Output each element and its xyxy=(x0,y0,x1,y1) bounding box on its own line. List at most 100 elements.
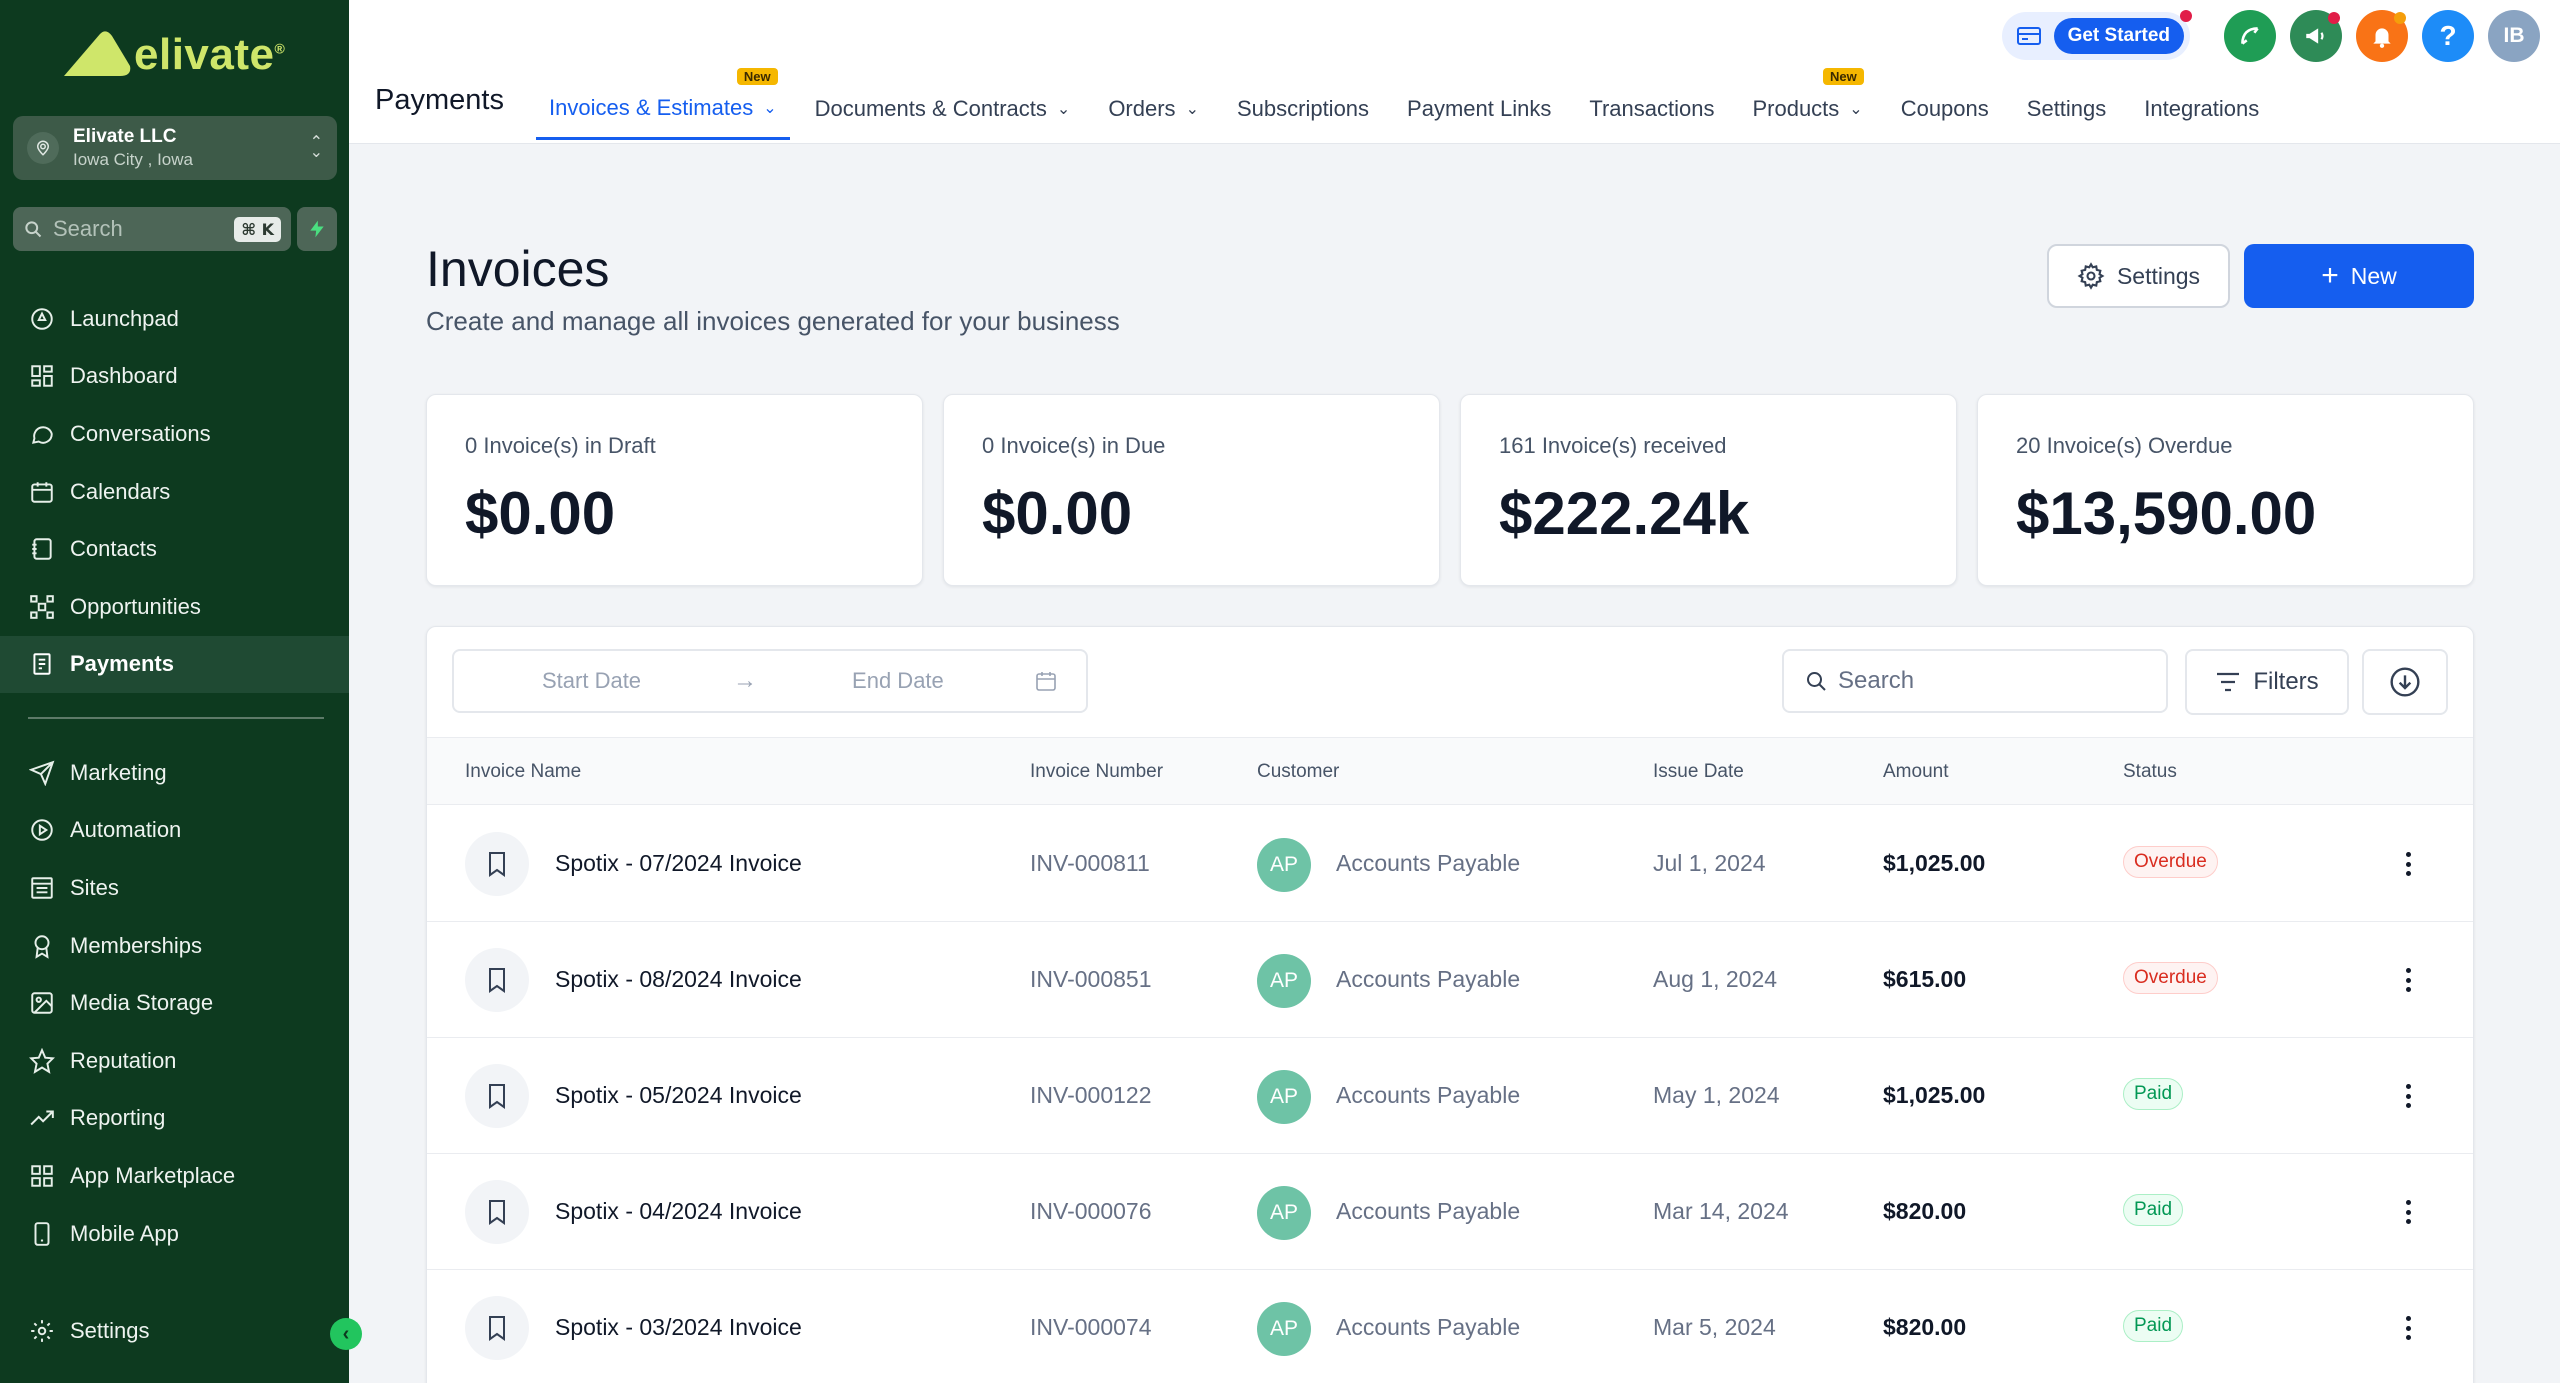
invoice-name[interactable]: Spotix - 04/2024 Invoice xyxy=(555,1198,802,1224)
phone-icon xyxy=(28,1220,56,1248)
quick-action-button[interactable] xyxy=(297,207,337,251)
col-invoice-number[interactable]: Invoice Number xyxy=(1030,761,1164,782)
row-menu-icon[interactable] xyxy=(2398,1194,2418,1230)
document-icon xyxy=(465,1180,529,1244)
user-avatar[interactable]: IB xyxy=(2488,10,2540,62)
search-icon xyxy=(25,221,42,238)
col-amount[interactable]: Amount xyxy=(1883,761,1949,782)
customer-avatar: AP xyxy=(1257,1070,1311,1124)
table-row[interactable]: Spotix - 03/2024 Invoice INV-000074 AP Acco… xyxy=(427,1270,2473,1383)
invoice-name[interactable]: Spotix - 05/2024 Invoice xyxy=(555,1082,802,1108)
chevron-updown-icon: ⌃ ⌄ xyxy=(309,134,323,161)
sidebar-item-automation[interactable]: Automation xyxy=(0,802,349,860)
customer-avatar: AP xyxy=(1257,1302,1311,1356)
megaphone-icon xyxy=(2306,28,2324,44)
invoice-name[interactable]: Spotix - 08/2024 Invoice xyxy=(555,966,802,992)
row-menu-icon[interactable] xyxy=(2398,846,2418,882)
invoice-settings-button[interactable]: Settings xyxy=(2047,244,2230,308)
issue-date: Mar 14, 2024 xyxy=(1653,1198,1789,1224)
invoice-number: INV-000811 xyxy=(1030,850,1150,876)
sidebar-item-mobile-app[interactable]: Mobile App xyxy=(0,1205,349,1263)
start-date-input[interactable]: Start Date xyxy=(542,668,642,693)
filters-button[interactable]: Filters xyxy=(2185,649,2349,715)
status-badge: Overdue xyxy=(2123,846,2218,878)
payments-tabs: Invoices & Estimates ⌄ New Documents & Co… xyxy=(536,68,2284,144)
announcements-button[interactable] xyxy=(2290,10,2342,62)
table-row[interactable]: Spotix - 08/2024 Invoice INV-000851 AP Acco… xyxy=(427,922,2473,1038)
table-search-input[interactable]: Search xyxy=(1782,649,2168,713)
summary-card-draft: 0 Invoice(s) in Draft $0.00 xyxy=(426,394,923,586)
row-menu-icon[interactable] xyxy=(2398,1078,2418,1114)
sidebar-item-app-marketplace[interactable]: App Marketplace xyxy=(0,1147,349,1205)
sidebar-item-sites[interactable]: Sites xyxy=(0,859,349,917)
page-title: Invoices xyxy=(426,241,610,297)
get-started-button[interactable]: Get Started xyxy=(2001,10,2192,60)
brand-logo[interactable]: elivate® xyxy=(60,30,285,80)
sidebar-item-media-storage[interactable]: Media Storage xyxy=(0,974,349,1032)
table-row[interactable]: Spotix - 05/2024 Invoice INV-000122 AP Acco… xyxy=(427,1038,2473,1154)
new-invoice-button[interactable]: + New xyxy=(2244,244,2474,308)
invoice-name[interactable]: Spotix - 07/2024 Invoice xyxy=(555,850,802,876)
tab-coupons[interactable]: Coupons xyxy=(1900,96,1989,121)
main-content: Invoices Create and manage all invoices … xyxy=(349,144,2560,1383)
tab-subscriptions[interactable]: Subscriptions xyxy=(1236,96,1370,121)
col-status[interactable]: Status xyxy=(2123,761,2177,782)
sidebar-item-opportunities[interactable]: Opportunities xyxy=(0,578,349,636)
invoice-name[interactable]: Spotix - 03/2024 Invoice xyxy=(555,1314,802,1340)
download-button[interactable] xyxy=(2362,649,2448,715)
sidebar-divider xyxy=(28,717,324,719)
status-badge: Paid xyxy=(2123,1078,2184,1110)
sidebar-item-launchpad[interactable]: Launchpad xyxy=(0,290,349,348)
status-badge: Paid xyxy=(2123,1194,2184,1226)
tab-payment-links[interactable]: Payment Links xyxy=(1407,96,1552,121)
col-issue-date[interactable]: Issue Date xyxy=(1653,761,1744,782)
table-row[interactable]: Spotix - 04/2024 Invoice INV-000076 AP Acco… xyxy=(427,1154,2473,1270)
sidebar-item-reputation[interactable]: Reputation xyxy=(0,1032,349,1090)
tab-settings[interactable]: Settings xyxy=(2026,96,2107,121)
end-date-input[interactable]: End Date xyxy=(852,668,944,693)
phone-button[interactable] xyxy=(2224,10,2276,62)
tab-transactions[interactable]: Transactions xyxy=(1589,96,1715,121)
sidebar-item-conversations[interactable]: Conversations xyxy=(0,405,349,463)
row-menu-icon[interactable] xyxy=(2398,1310,2418,1346)
card-label: 0 Invoice(s) in Due xyxy=(982,433,1166,458)
sidebar-item-dashboard[interactable]: Dashboard xyxy=(0,348,349,406)
table-row[interactable]: Spotix - 07/2024 Invoice INV-000811 AP Acco… xyxy=(427,806,2473,922)
sidebar-item-calendars[interactable]: Calendars xyxy=(0,463,349,521)
sidebar-item-contacts[interactable]: Contacts xyxy=(0,520,349,578)
account-switcher[interactable]: Elivate LLC Iowa City , Iowa ⌃ ⌄ xyxy=(13,116,337,180)
col-invoice-name[interactable]: Invoice Name xyxy=(465,761,582,782)
tab-integrations[interactable]: Integrations xyxy=(2144,96,2260,121)
card-value: $222.24k xyxy=(1499,480,1750,547)
row-menu-icon[interactable] xyxy=(2398,962,2418,998)
sidebar-item-payments[interactable]: Payments xyxy=(0,635,349,694)
card-value: $13,590.00 xyxy=(2016,480,2317,547)
sidebar-item-settings[interactable]: Settings xyxy=(0,1302,349,1360)
customer-name: Accounts Payable xyxy=(1336,1314,1521,1340)
download-circle-icon xyxy=(2390,667,2420,697)
sidebar-item-marketing[interactable]: Marketing xyxy=(0,744,349,802)
status-badge: Paid xyxy=(2123,1310,2184,1342)
grid-icon xyxy=(28,362,56,390)
tab-orders[interactable]: Orders ⌄ xyxy=(1108,96,1199,121)
account-location: Iowa City , Iowa xyxy=(73,150,193,169)
help-button[interactable]: ? xyxy=(2422,10,2474,62)
notifications-button[interactable] xyxy=(2356,10,2408,62)
sidebar-item-reporting[interactable]: Reporting xyxy=(0,1090,349,1148)
logo-mark-icon xyxy=(64,31,131,76)
tab-products[interactable]: Products ⌄ New xyxy=(1752,68,1864,121)
sidebar-item-memberships[interactable]: Memberships xyxy=(0,917,349,975)
trend-icon xyxy=(28,1104,56,1132)
card-label: 161 Invoice(s) received xyxy=(1499,433,1727,458)
customer-avatar: AP xyxy=(1257,838,1311,892)
collapse-sidebar-button[interactable]: ‹ xyxy=(330,1318,362,1350)
customer-name: Accounts Payable xyxy=(1336,1082,1521,1108)
sidebar-search[interactable]: Search ⌘ K xyxy=(13,207,291,251)
date-range-picker[interactable]: Start Date → End Date xyxy=(452,649,1088,713)
tab-documents-contracts[interactable]: Documents & Contracts ⌄ xyxy=(814,96,1071,121)
document-icon xyxy=(465,1064,529,1128)
invoices-table-panel: Start Date → End Date Search Filters Inv… xyxy=(426,626,2474,1383)
tab-invoices-estimates[interactable]: Invoices & Estimates ⌄ New xyxy=(536,68,790,140)
col-customer[interactable]: Customer xyxy=(1257,761,1340,782)
customer-name: Accounts Payable xyxy=(1336,850,1521,876)
